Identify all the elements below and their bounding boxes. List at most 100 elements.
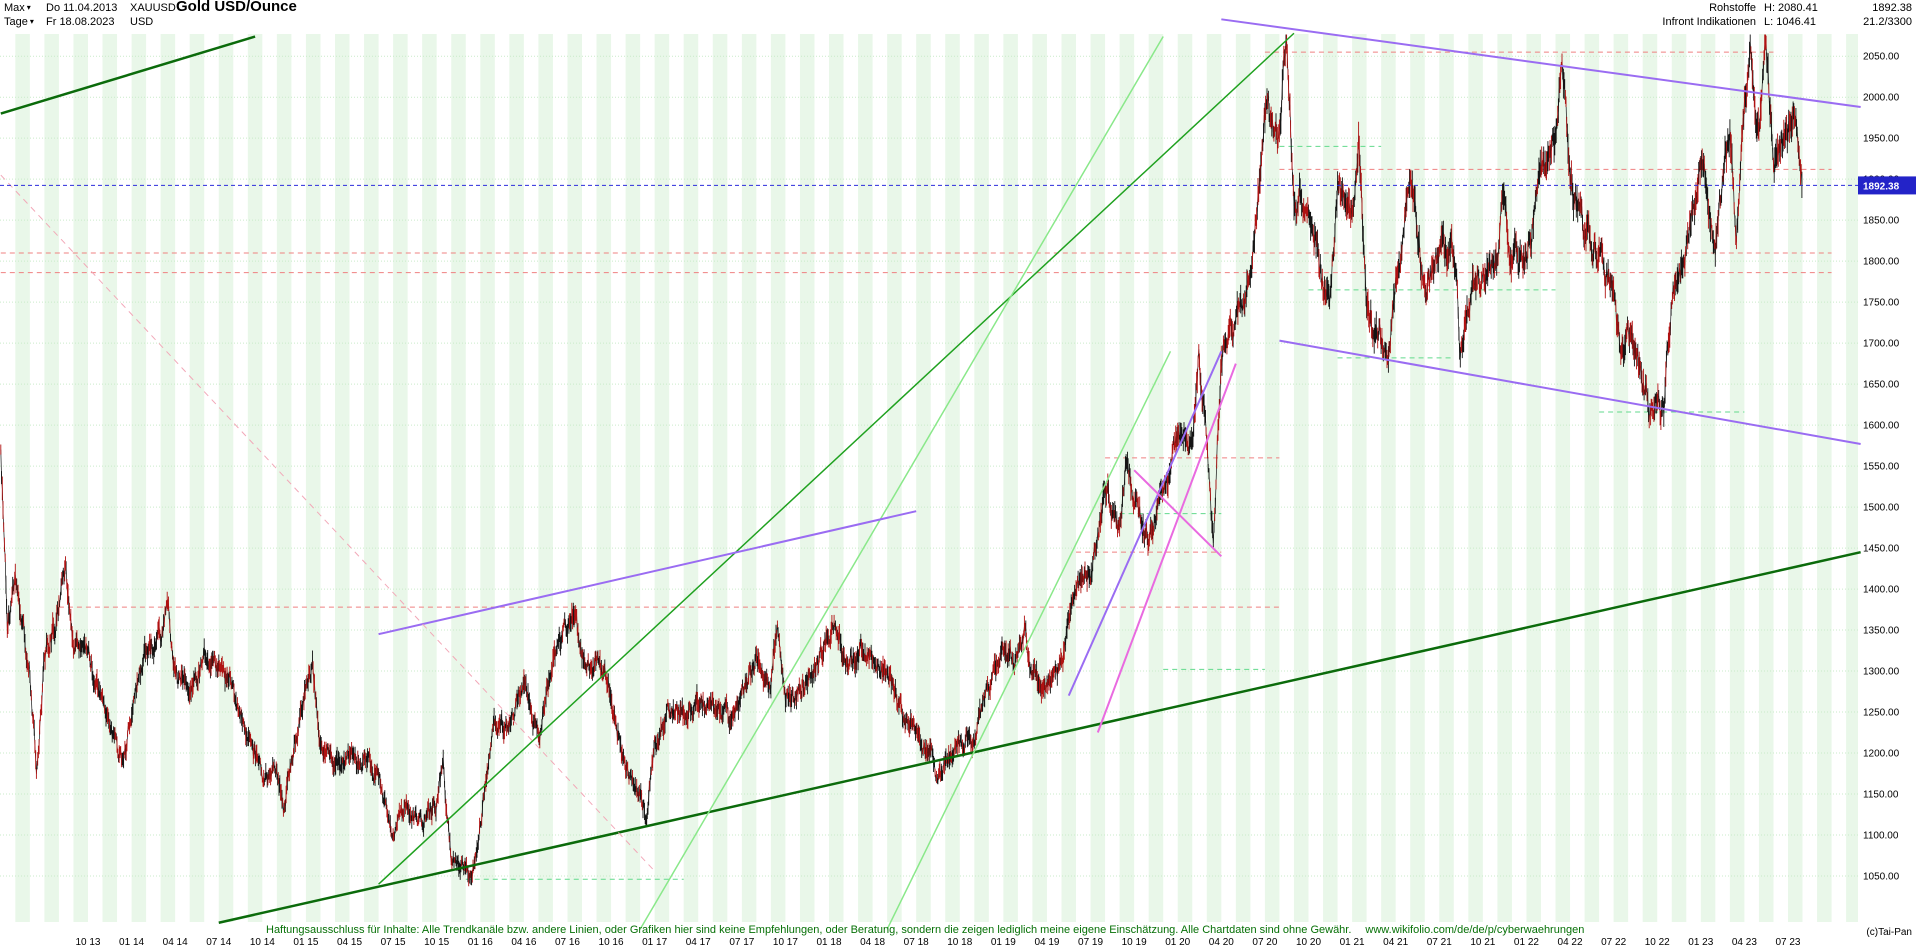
trendline-violet (1279, 339, 1861, 445)
month-stripe (276, 34, 292, 922)
month-stripe (1758, 34, 1774, 922)
month-stripe (1468, 34, 1483, 922)
month-stripe (829, 34, 844, 922)
month-stripe (1264, 34, 1280, 922)
trendline-palegreen (886, 350, 1172, 930)
month-stripe (218, 34, 234, 922)
month-stripe (916, 34, 931, 922)
date-axis-tick: 07 19 (1078, 937, 1103, 948)
month-stripe (160, 34, 176, 922)
month-stripe (305, 34, 321, 922)
month-stripe (1439, 34, 1454, 922)
month-stripe (1787, 34, 1803, 922)
wikifolio-link[interactable]: www.wikifolio.com/de/de/p/cyberwaehrunge… (1365, 924, 1585, 936)
date-axis-tick: 04 15 (337, 937, 362, 948)
month-stripe (974, 34, 989, 922)
price-axis-tick: 1350.00 (1863, 626, 1900, 637)
date-axis-tick: 01 20 (1165, 937, 1190, 948)
month-stripe (1555, 34, 1571, 922)
range-selector[interactable]: Max ▾ (4, 2, 31, 14)
date-axis-tick: 01 15 (293, 937, 318, 948)
price-axis-tick: 1550.00 (1863, 462, 1900, 473)
trendline-darkgreen (0, 35, 256, 115)
low-label: L: 1046.41 (1764, 16, 1816, 28)
month-stripe (596, 34, 612, 922)
symbol-label: XAUUSD (130, 2, 176, 14)
trendline-magenta (1133, 469, 1223, 557)
date-axis-tick: 04 20 (1209, 937, 1234, 948)
month-stripe (1177, 34, 1193, 922)
date-axis-tick: 07 15 (381, 937, 406, 948)
category-label: Rohstoffe (1709, 2, 1756, 14)
month-stripe (44, 34, 59, 922)
month-stripe (683, 34, 699, 922)
month-stripe (247, 34, 263, 922)
date-axis-tick: 10 17 (773, 937, 798, 948)
month-stripe (451, 34, 466, 922)
date-axis-tick: 04 14 (163, 937, 188, 948)
disclaimer: Haftungsausschluss für Inhalte: Alle Tre… (266, 924, 1584, 936)
month-stripe (1817, 34, 1832, 922)
month-stripe (1642, 34, 1658, 922)
date-axis-tick: 10 20 (1296, 937, 1321, 948)
month-stripe (1293, 34, 1309, 922)
candles-black (1, 34, 1803, 886)
date-axis-tick: 04 22 (1558, 937, 1583, 948)
month-stripe (538, 34, 553, 922)
copyright-label: (c)Tai-Pan (1866, 927, 1912, 938)
month-stripe (189, 34, 205, 922)
start-date-label: Do 11.04.2013 (46, 2, 118, 14)
month-stripe (1671, 34, 1687, 922)
month-stripe (1148, 34, 1164, 922)
chart-title: Gold USD/Ounce (176, 0, 297, 15)
high-label: H: 2080.41 (1764, 2, 1818, 14)
trendline-darkgreen (218, 550, 1861, 924)
month-stripe (422, 34, 437, 922)
month-stripe (15, 34, 30, 922)
range-selector-label: Max (4, 2, 25, 14)
month-stripe (334, 34, 350, 922)
candles-red (0, 34, 1802, 887)
date-axis-tick: 01 14 (119, 937, 144, 948)
trendline-violet (1221, 18, 1861, 109)
trendline-violet (1067, 350, 1223, 697)
month-stripe (1381, 34, 1396, 922)
price-axis-tick: 1950.00 (1863, 134, 1900, 145)
price-axis-tick: 1850.00 (1863, 216, 1900, 227)
month-stripe (945, 34, 960, 922)
month-stripe (1323, 34, 1338, 922)
current-price-badge (1858, 176, 1916, 195)
trendline-palegreen (639, 36, 1164, 930)
date-axis-tick: 01 16 (468, 937, 493, 948)
date-axis-tick: 07 21 (1427, 937, 1452, 948)
date-axis-tick: 10 21 (1470, 937, 1495, 948)
period-selector[interactable]: Tage ▾ (4, 16, 34, 28)
date-axis-tick: 04 23 (1732, 937, 1757, 948)
month-stripe (1846, 34, 1858, 922)
date-axis-tick: 01 17 (642, 937, 667, 948)
date-axis-tick: 10 13 (75, 937, 100, 948)
month-stripe (1700, 34, 1716, 922)
price-axis-tick: 2050.00 (1863, 52, 1900, 63)
date-axis-tick: 04 18 (860, 937, 885, 948)
date-axis-tick: 07 14 (206, 937, 231, 948)
month-stripe (741, 34, 757, 922)
month-stripe (625, 34, 641, 922)
date-axis-tick: 07 17 (729, 937, 754, 948)
month-stripe (73, 34, 88, 922)
month-stripe (393, 34, 408, 922)
indication-label: 21.2/3300 (1863, 16, 1912, 28)
price-axis-tick: 1800.00 (1863, 257, 1900, 268)
last-price-label: 1892.38 (1872, 2, 1912, 14)
end-date-label: Fr 18.08.2023 (46, 16, 115, 28)
date-axis-tick: 04 17 (686, 937, 711, 948)
month-stripe (131, 34, 147, 922)
date-axis-tick: 07 16 (555, 937, 580, 948)
month-stripe (1584, 34, 1600, 922)
month-stripe (799, 34, 815, 922)
month-stripe (1497, 34, 1512, 922)
month-stripe (1090, 34, 1106, 922)
period-selector-label: Tage (4, 16, 28, 28)
